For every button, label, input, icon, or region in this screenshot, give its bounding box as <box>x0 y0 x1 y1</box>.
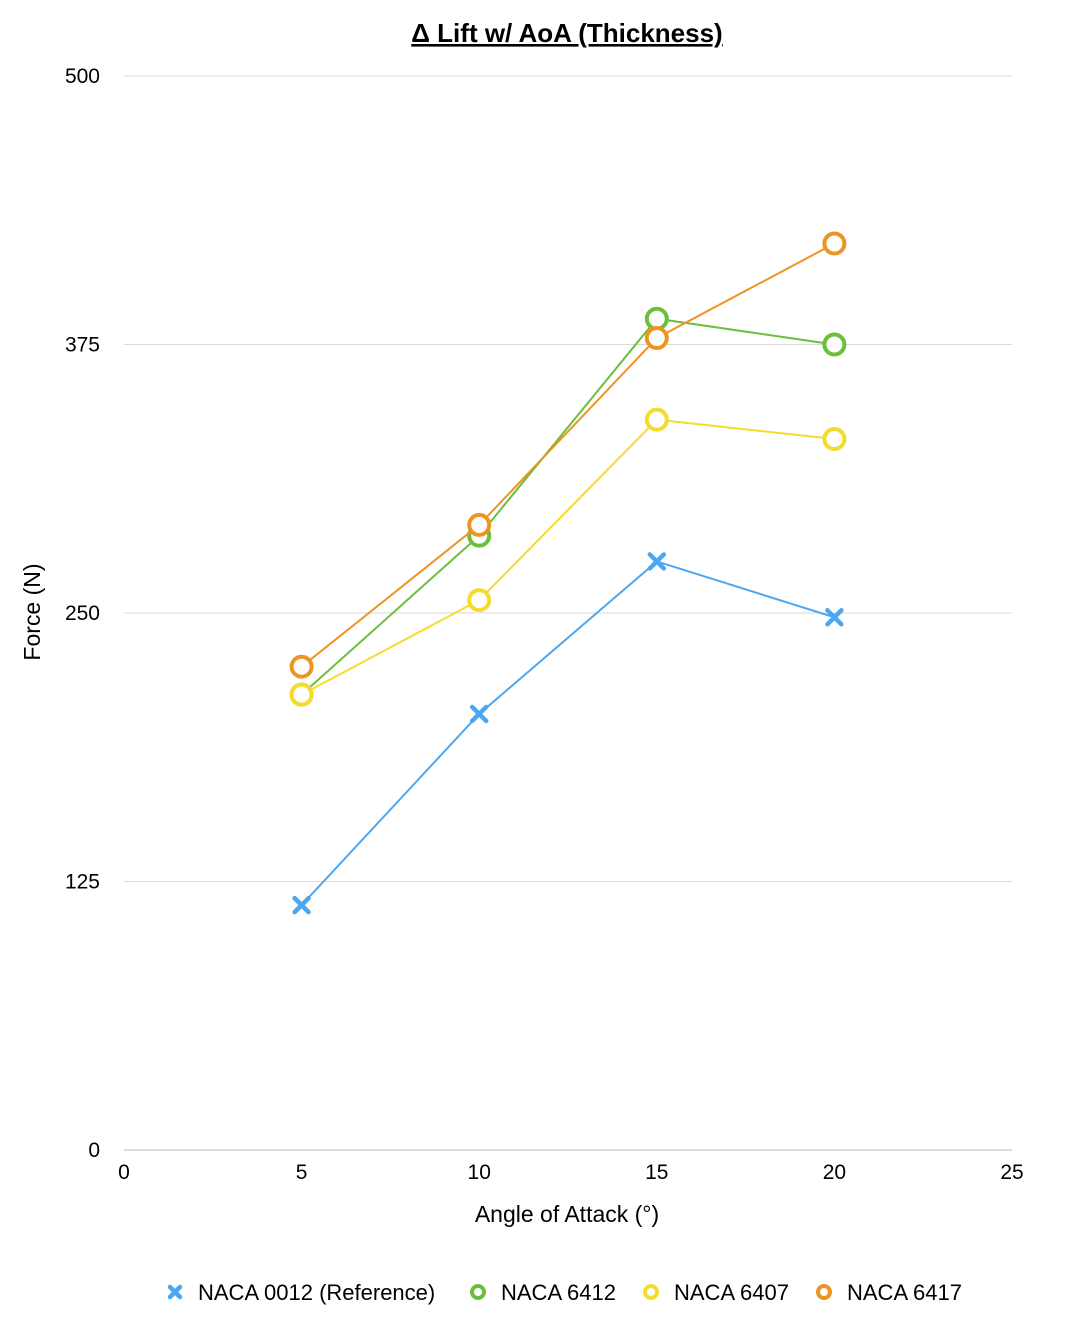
chart-title: Δ Lift w/ AoA (Thickness) <box>411 18 722 48</box>
point-marker-circle <box>289 654 314 679</box>
x-tick-label: 5 <box>296 1161 308 1184</box>
point-marker-x <box>825 608 844 627</box>
point-marker-x <box>167 1284 183 1300</box>
series-3 <box>289 407 847 707</box>
x-tick-label: 10 <box>468 1161 491 1184</box>
point-marker-circle <box>643 1284 659 1300</box>
y-tick-label: 125 <box>65 871 100 894</box>
legend-item: NACA 0012 (Reference) <box>167 1280 435 1305</box>
point-marker-circle <box>644 306 669 331</box>
point-marker-circle <box>644 326 669 351</box>
legend-label: NACA 0012 (Reference) <box>198 1280 435 1305</box>
point-marker-circle <box>467 588 492 613</box>
series-1 <box>292 552 844 915</box>
series-line <box>300 317 835 696</box>
y-tick-label: 500 <box>65 65 100 88</box>
series-line <box>300 242 835 668</box>
legend-label: NACA 6412 <box>501 1280 616 1305</box>
point-marker-x <box>292 895 311 915</box>
legend-item: NACA 6412 <box>470 1280 616 1305</box>
x-tick-label: 0 <box>118 1161 130 1184</box>
point-marker-circle <box>467 512 492 537</box>
y-tick-label: 375 <box>65 334 100 357</box>
point-marker-x <box>647 552 667 571</box>
x-tick-label: 25 <box>1000 1161 1023 1184</box>
x-tick-label: 20 <box>823 1161 846 1184</box>
series-layer <box>289 231 847 915</box>
series-2 <box>289 306 847 707</box>
x-axis-label: Angle of Attack (°) <box>475 1201 659 1227</box>
legend: NACA 0012 (Reference) NACA 6412 NACA 6407 N… <box>167 1280 962 1305</box>
legend-item: NACA 6407 <box>643 1280 789 1305</box>
point-marker-circle <box>289 682 314 707</box>
legend-label: NACA 6417 <box>847 1280 962 1305</box>
point-marker-circle <box>822 231 847 256</box>
y-axis-label: Force (N) <box>19 563 45 660</box>
y-tick-label: 250 <box>65 602 100 625</box>
point-marker-circle <box>822 332 847 357</box>
gridlines <box>124 75 1012 1151</box>
axes: 0 125 250 375 500 0 5 10 15 20 25 <box>65 65 1024 1184</box>
x-tick-label: 15 <box>645 1161 668 1184</box>
series-line <box>300 560 835 906</box>
series-4 <box>289 231 847 679</box>
point-marker-circle <box>644 407 669 432</box>
legend-label: NACA 6407 <box>674 1280 789 1305</box>
legend-item: NACA 6417 <box>816 1280 962 1305</box>
point-marker-circle <box>822 427 847 452</box>
point-marker-circle <box>816 1284 832 1300</box>
point-marker-x <box>469 704 489 724</box>
point-marker-circle <box>470 1284 486 1300</box>
series-line <box>301 418 835 696</box>
y-tick-label: 0 <box>88 1139 100 1162</box>
